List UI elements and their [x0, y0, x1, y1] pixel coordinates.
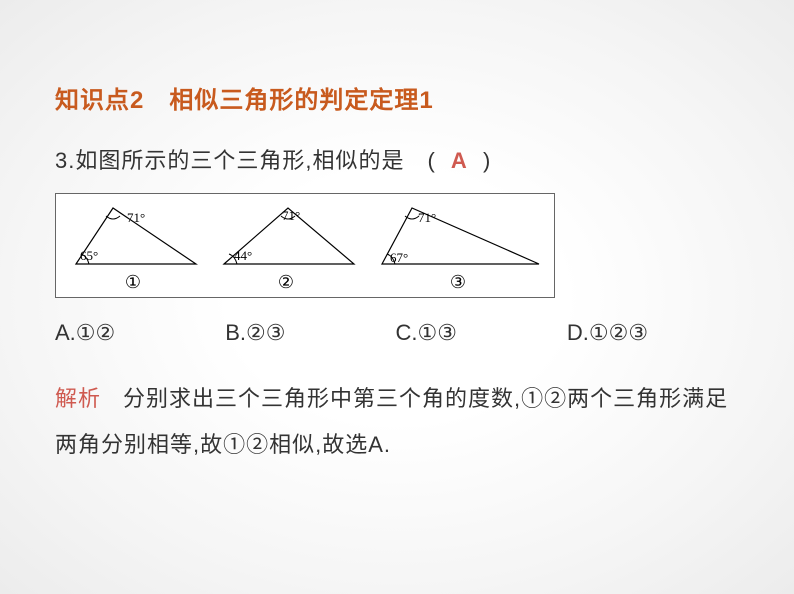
option-C: C.①③ — [395, 320, 456, 346]
svg-text:67°: 67° — [390, 250, 408, 265]
triangle-row: 71° 65° ① 71° 44° ② 71° 67° ③ — [68, 200, 542, 293]
svg-text:71°: 71° — [127, 210, 145, 225]
triangle-cell: 71° 65° ① — [68, 200, 198, 293]
answer-value: A — [451, 148, 468, 173]
analysis-text: 分别求出三个三角形中第三个角的度数,①②两个三角形满足两角分别相等,故①②相似,… — [55, 386, 728, 457]
question-text: 3.如图所示的三个三角形,相似的是 ( A ) — [55, 143, 739, 175]
triangle-label: ① — [125, 272, 141, 293]
figure-box: 71° 65° ① 71° 44° ② 71° 67° ③ — [55, 193, 555, 298]
question-suffix: ) — [483, 148, 491, 173]
options-row: A.①② B.②③ C.①③ D.①②③ — [55, 320, 739, 346]
section-heading: 知识点2 相似三角形的判定定理1 — [55, 80, 739, 115]
svg-text:71°: 71° — [418, 210, 436, 225]
option-D: D.①②③ — [567, 320, 648, 346]
svg-text:71°: 71° — [282, 208, 300, 223]
triangle-label: ② — [278, 272, 294, 293]
option-B: B.②③ — [225, 320, 285, 346]
triangle-cell: 71° 44° ② — [216, 200, 356, 293]
svg-text:65°: 65° — [80, 248, 98, 263]
triangle-cell: 71° 67° ③ — [374, 200, 542, 293]
option-A: A.①② — [55, 320, 115, 346]
triangle-svg: 71° 67° — [374, 200, 542, 270]
svg-text:44°: 44° — [234, 248, 252, 263]
analysis-block: 解析分别求出三个三角形中第三个角的度数,①②两个三角形满足两角分别相等,故①②相… — [55, 376, 739, 468]
triangle-svg: 71° 65° — [68, 200, 198, 270]
question-prefix: 3.如图所示的三个三角形,相似的是 ( — [55, 148, 436, 173]
triangle-svg: 71° 44° — [216, 200, 356, 270]
analysis-label: 解析 — [55, 386, 101, 411]
triangle-label: ③ — [450, 272, 466, 293]
